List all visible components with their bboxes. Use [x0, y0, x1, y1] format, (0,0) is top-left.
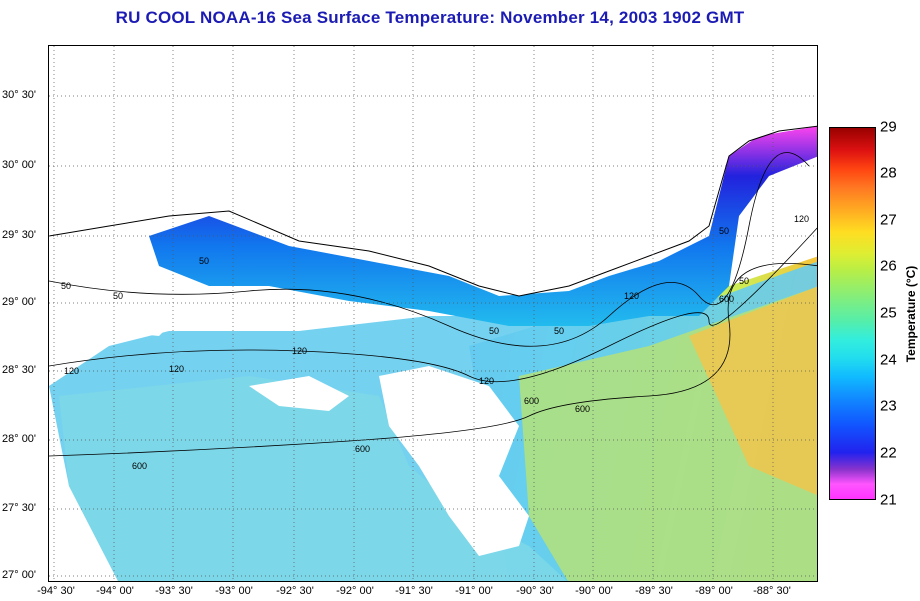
latitude-label: 27° 30'	[2, 502, 37, 514]
longitude-label: -89° 00'	[695, 585, 733, 597]
cold-shelf-band	[149, 126, 817, 326]
contour-label: 50	[199, 256, 210, 266]
land-mass	[49, 46, 817, 296]
sea-surface-south	[59, 376, 567, 581]
contour-600m	[49, 262, 817, 457]
longitude-label: -93° 30'	[155, 585, 193, 597]
longitude-label: -93° 00'	[215, 585, 253, 597]
temperature-colorbar	[829, 127, 876, 500]
contour-label: 50	[739, 276, 750, 286]
contour-label: 120	[292, 346, 308, 356]
colorbar-tick-label: 29	[880, 118, 897, 136]
longitude-label: -91° 30'	[395, 585, 433, 597]
longitude-label: -91° 00'	[455, 585, 493, 597]
contour-label: 120	[624, 291, 640, 301]
colorbar-tick-label: 24	[880, 351, 897, 369]
sea-surface-far-east	[689, 286, 817, 496]
coastline	[49, 125, 817, 297]
colorbar-tick-label: 21	[880, 491, 897, 509]
sst-map-canvas	[49, 46, 817, 581]
longitude-label: -90° 30'	[516, 585, 554, 597]
contour-label: 120	[169, 364, 185, 374]
longitude-label: -92° 00'	[336, 585, 374, 597]
longitude-label: -94° 30'	[37, 585, 75, 597]
contour-label: 50	[61, 281, 72, 291]
latitude-label: 30° 00'	[2, 159, 37, 171]
cloud-patch	[69, 276, 189, 336]
colorbar-tick-label: 22	[880, 444, 897, 462]
contour-label: 50	[719, 226, 730, 236]
contour-label: 600	[355, 444, 371, 454]
contour-label: 120	[479, 376, 495, 386]
sst-map: 50 50 50 50 50 50 50 120 120 120 120 120…	[48, 45, 818, 582]
colorbar-label: Temperature (°C)	[904, 265, 918, 363]
contour-120m	[49, 227, 817, 383]
contour-label: 50	[113, 291, 124, 301]
cloud-patch	[379, 366, 529, 556]
contour-label: 600	[524, 396, 540, 406]
colorbar-tick-label: 23	[880, 397, 897, 415]
latitude-label: 27° 00'	[2, 569, 37, 581]
longitude-label: -94° 00'	[96, 585, 134, 597]
colorbar-tick-label: 25	[880, 304, 897, 322]
colorbar-tick-label: 27	[880, 211, 897, 229]
longitude-label: -92° 30'	[276, 585, 314, 597]
contour-label: 600	[132, 461, 148, 471]
contour-label: 600	[719, 294, 735, 304]
longitude-label: -89° 30'	[635, 585, 673, 597]
map-title: RU COOL NOAA-16 Sea Surface Temperature:…	[115, 8, 745, 27]
latitude-label: 29° 00'	[2, 296, 37, 308]
contour-label: 120	[794, 214, 810, 224]
contour-label: 50	[554, 326, 565, 336]
colorbar-tick-label: 26	[880, 257, 897, 275]
latitude-label: 29° 30'	[2, 229, 37, 241]
longitude-label: -90° 00'	[575, 585, 613, 597]
lat-lon-grid	[49, 46, 817, 581]
colorbar-tick-label: 28	[880, 164, 897, 182]
longitude-label: -88° 30'	[753, 585, 791, 597]
contour-label: 120	[64, 366, 80, 376]
latitude-label: 28° 30'	[2, 364, 37, 376]
contour-label: 50	[489, 326, 500, 336]
cloud-patch	[249, 376, 349, 411]
contour-50m	[49, 152, 810, 347]
latitude-label: 28° 00'	[2, 433, 37, 445]
contour-label: 600	[575, 404, 591, 414]
latitude-label: 30° 30'	[2, 89, 37, 101]
